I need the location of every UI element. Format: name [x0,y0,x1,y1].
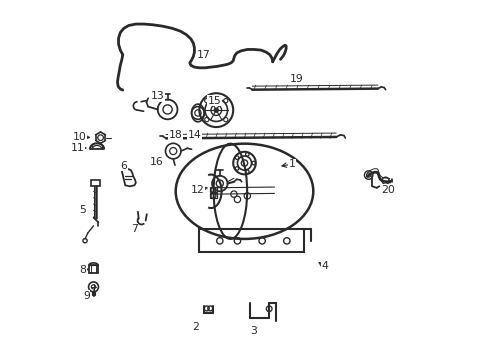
Bar [89,265,98,273]
Text: 13: 13 [151,91,164,101]
Text: 16: 16 [150,157,163,167]
Text: 4: 4 [321,261,328,271]
Text: 14: 14 [187,130,201,140]
Text: 18: 18 [168,130,182,140]
Circle shape [214,108,218,112]
Text: 6: 6 [120,161,127,171]
Text: 2: 2 [192,323,199,333]
Text: 7: 7 [131,224,138,234]
Text: 17: 17 [197,50,210,60]
Text: 3: 3 [249,326,256,336]
Bar [198,229,304,252]
Text: 11: 11 [71,143,85,153]
Text: 5: 5 [79,205,85,215]
Text: 8: 8 [80,265,86,275]
Text: 10: 10 [72,132,86,142]
Text: 9: 9 [83,291,90,301]
Text: 15: 15 [207,96,221,105]
Text: 12: 12 [191,185,204,195]
Bar [209,188,217,192]
Text: 20: 20 [381,185,395,195]
Bar [209,193,217,198]
Text: 19: 19 [289,75,303,85]
Bar [91,180,100,186]
Text: 1: 1 [288,159,295,169]
